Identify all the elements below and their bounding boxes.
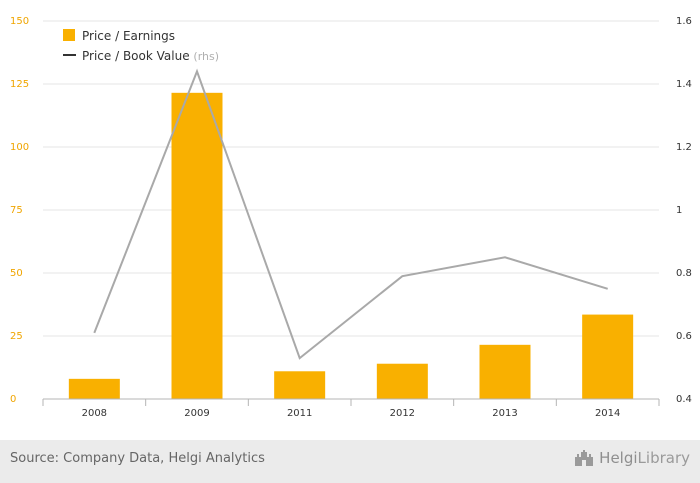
right-tick-label: 0.4: [676, 394, 692, 405]
left-tick-label: 25: [10, 331, 23, 342]
line-series-price-book-value: [93, 68, 608, 360]
x-tick-label: 2009: [184, 408, 209, 419]
bar-series: [68, 92, 634, 399]
source-text: Source: Company Data, Helgi Analytics: [10, 451, 265, 466]
right-tick-label: 1.4: [676, 79, 692, 90]
combo-chart: 0 25 50 75 100 125 150 0.4 0.6 0.8 1 1.2 1.4 1.6 200…: [10, 16, 692, 419]
x-tick-label: 2013: [492, 408, 517, 419]
x-tick-label: 2008: [82, 408, 107, 419]
left-tick-label: 0: [10, 394, 16, 405]
right-tick-label: 0.8: [676, 268, 692, 279]
bar-2011: [274, 371, 326, 399]
logo-text-library: Library: [637, 449, 690, 467]
left-tick-label: 100: [10, 142, 29, 153]
left-tick-label: 150: [10, 16, 29, 27]
legend-label-price-earnings: Price / Earnings: [82, 29, 175, 43]
legend-suffix-rhs: (rhs): [193, 50, 219, 63]
legend: Price / Earnings Price / Book Value (rhs…: [63, 29, 219, 63]
x-tick-label: 2014: [595, 408, 620, 419]
x-axis-ticks: 2008 2009 2011 2012 2013 2014: [82, 408, 621, 419]
legend-label-price-book-value: Price / Book Value (rhs): [82, 49, 219, 63]
bar-2008: [68, 378, 120, 399]
left-tick-label: 75: [10, 205, 23, 216]
gridlines: [43, 20, 659, 400]
bar-2009: [171, 92, 223, 399]
right-axis-ticks: 0.4 0.6 0.8 1 1.2 1.4 1.6: [676, 16, 692, 405]
x-axis: [42, 398, 660, 406]
left-axis-ticks: 0 25 50 75 100 125 150: [10, 16, 29, 405]
x-tick-label: 2011: [287, 408, 312, 419]
footer: Source: Company Data, Helgi Analytics He…: [0, 440, 700, 483]
left-tick-label: 50: [10, 268, 23, 279]
bar-2013: [479, 344, 531, 399]
bar-2014: [582, 314, 634, 399]
left-tick-label: 125: [10, 79, 29, 90]
right-tick-label: 0.6: [676, 331, 692, 342]
right-tick-label: 1.6: [676, 16, 692, 27]
bar-2012: [376, 363, 428, 399]
legend-swatch-price-earnings: [63, 29, 75, 41]
right-tick-label: 1.2: [676, 142, 692, 153]
castle-icon: [575, 450, 594, 466]
right-tick-label: 1: [676, 205, 682, 216]
logo-text-helgi: Helgi: [599, 449, 638, 467]
x-tick-label: 2012: [390, 408, 415, 419]
helgi-library-logo: HelgiLibrary: [573, 449, 690, 467]
